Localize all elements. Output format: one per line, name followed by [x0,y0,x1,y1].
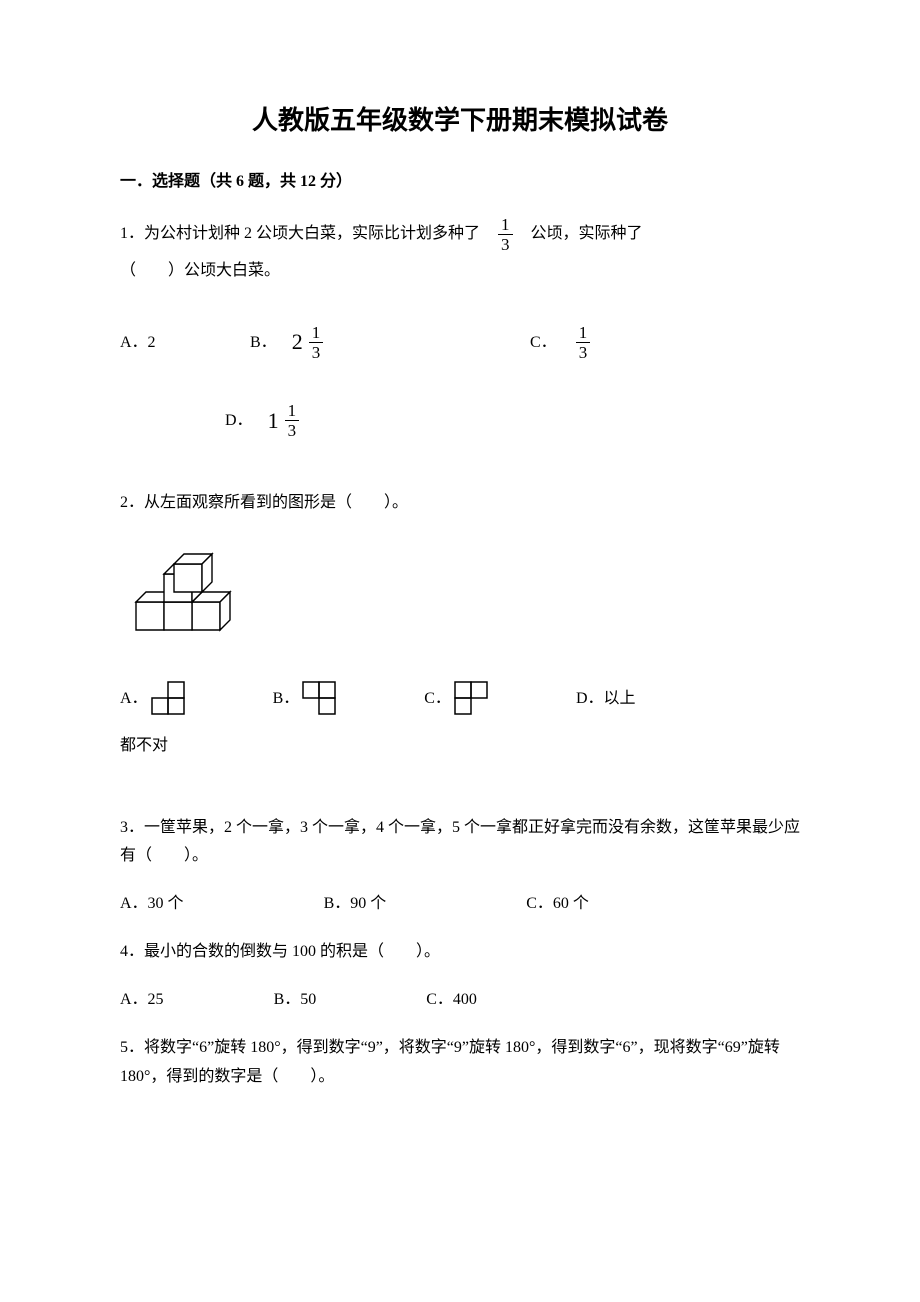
q1-optD-den: 3 [285,421,300,439]
q1-part1: 1．为公村计划种 2 公顷大白菜，实际比计划多种了 [120,225,480,242]
q4-text: 4．最小的合数的倒数与 100 的积是（ ）。 [120,938,800,967]
q2-option-b: B． [273,678,355,718]
q3-option-c: C．60 个 [526,889,589,913]
q2-text: 2．从左面观察所看到的图形是（ ）。 [120,485,800,520]
q2-trailing-text: 都不对 [120,728,800,763]
question-5: 5．将数字“6”旋转 180°，得到数字“9”，将数字“9”旋转 180°，得到… [120,1034,800,1092]
q1-optC-den: 3 [576,343,591,361]
q2-option-c: C． [424,678,506,718]
cube-diagram-icon [120,540,260,635]
q2-shapeA-icon [148,678,203,718]
q2-optD-label: D．以上 [576,681,636,716]
q1-optB-value: 2 1 3 [292,318,328,366]
q3-option-a: A．30 个 [120,889,184,913]
q3-option-b: B．90 个 [324,889,387,913]
q2-optB-label: B． [273,681,300,716]
q2-optA-label: A． [120,681,148,716]
q1-optB-den: 3 [309,343,324,361]
q1-option-a: A．2 [120,325,220,360]
q1-optC-label: C． [530,325,557,360]
q1-optB-label: B． [250,325,277,360]
q2-optC-label: C． [424,681,451,716]
q1-optC-num: 1 [576,324,591,343]
q4-option-c: C．400 [426,985,477,1009]
q1-optC-value: 1 3 [576,324,591,361]
q5-text: 5．将数字“6”旋转 180°，得到数字“9”，将数字“9”旋转 180°，得到… [120,1034,800,1092]
question-1: 1．为公村计划种 2 公顷大白菜，实际比计划多种了 1 3 公顷，实际种了 （ … [120,216,800,445]
q1-optD-whole: 1 [268,397,279,445]
q2-shapeB-icon [299,678,354,718]
question-3: 3．一筐苹果，2 个一拿，3 个一拿，4 个一拿，5 个一拿都正好拿完而没有余数… [120,814,800,872]
q1-text: 1．为公村计划种 2 公顷大白菜，实际比计划多种了 1 3 公顷，实际种了 （ … [120,216,800,288]
q3-options: A．30 个 B．90 个 C．60 个 [120,889,800,913]
q1-options-row1: A．2 B． 2 1 3 C． 1 3 [120,318,800,366]
q3-text: 3．一筐苹果，2 个一拿，3 个一拿，4 个一拿，5 个一拿都正好拿完而没有余数… [120,814,800,872]
q1-option-c: C． 1 3 [530,324,594,361]
q1-option-b: B． 2 1 3 [250,318,450,366]
question-4: 4．最小的合数的倒数与 100 的积是（ ）。 [120,938,800,967]
q1-frac-num: 1 [498,216,513,235]
q4-option-a: A．25 [120,985,164,1009]
q1-frac-den: 3 [498,235,513,253]
q1-optB-num: 1 [309,324,324,343]
q1-optB-whole: 2 [292,318,303,366]
q4-options: A．25 B．50 C．400 [120,985,800,1009]
q1-part2: 公顷，实际种了 [531,225,643,242]
q2-shapeC-icon [451,678,506,718]
question-2: 2．从左面观察所看到的图形是（ ）。 [120,485,800,764]
q1-optA-label: A．2 [120,325,156,360]
q4-option-b: B．50 [274,985,317,1009]
q2-option-a: A． [120,678,203,718]
q1-fraction: 1 3 [498,216,513,253]
q1-optD-num: 1 [285,402,300,421]
q1-option-d: D． 1 1 3 [225,397,800,445]
section-header: 一．选择题（共 6 题，共 12 分） [120,167,800,191]
q2-options: A． B． C． [120,678,800,718]
q1-part3: （ ）公顷大白菜。 [120,262,280,279]
q1-optD-value: 1 1 3 [268,397,304,445]
q2-option-d: D．以上 [576,681,636,716]
exam-title: 人教版五年级数学下册期末模拟试卷 [120,100,800,137]
q2-cube-figure [120,540,800,648]
q1-optD-label: D． [225,403,253,438]
